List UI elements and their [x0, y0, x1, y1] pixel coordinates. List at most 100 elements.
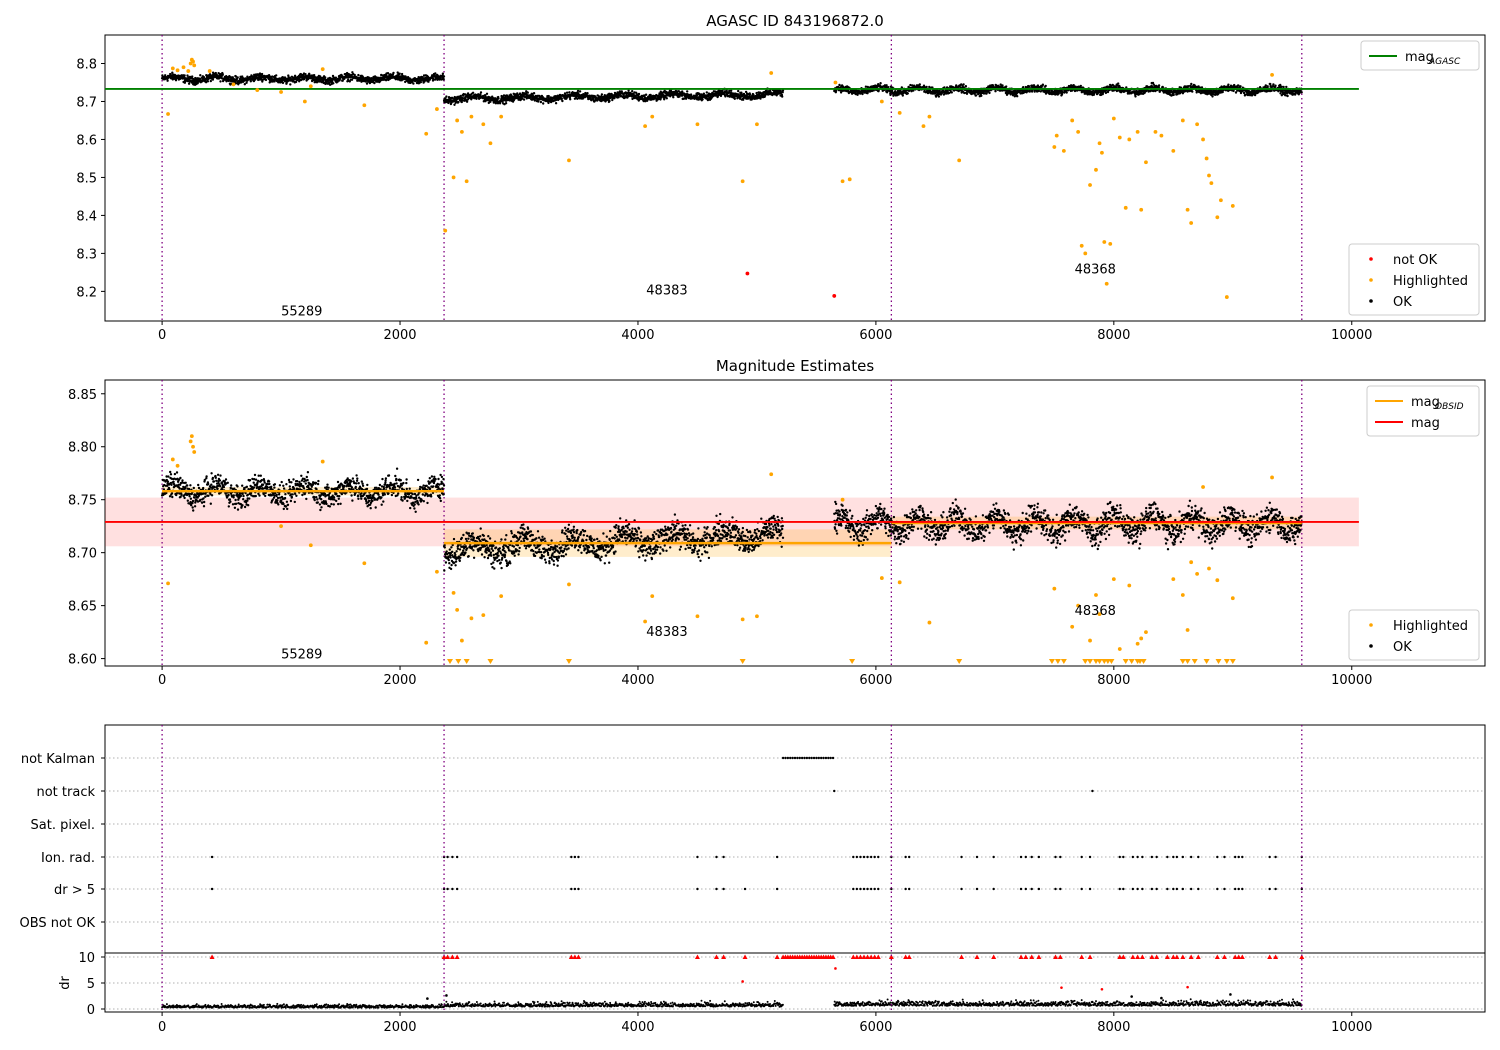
highlighted-point — [166, 581, 170, 586]
highlighted-point — [1135, 129, 1140, 134]
dr-clipped-marker — [903, 954, 909, 959]
highlighted-point — [499, 594, 504, 598]
highlighted-point — [1270, 72, 1274, 77]
highlighted-point — [1117, 135, 1122, 140]
x-tick-label: 6000 — [859, 673, 892, 688]
dr-clipped-marker — [1036, 954, 1042, 959]
highlighted-point — [362, 561, 367, 566]
flag-point — [1223, 887, 1226, 891]
dr-point — [1060, 986, 1063, 989]
dr-clipped-marker — [861, 954, 867, 959]
flag-point — [210, 855, 214, 859]
below-range-marker — [487, 659, 494, 664]
x-tick-label: 8000 — [1097, 673, 1130, 688]
flag-point — [960, 887, 963, 891]
x-tick-label: 4000 — [621, 673, 654, 688]
flag-point — [1150, 855, 1154, 859]
obsid-annotation: 55289 — [281, 647, 322, 662]
flag-point — [1233, 887, 1237, 891]
highlighted-point — [643, 619, 648, 624]
y-tick-label: 8.70 — [68, 547, 97, 562]
flag-point — [455, 887, 459, 891]
flag-point — [1136, 887, 1139, 891]
highlighted-point — [459, 129, 464, 134]
flag-category-label: dr > 5 — [54, 883, 95, 898]
dr-clipped-marker — [1174, 954, 1180, 959]
dr-clipped-marker — [830, 954, 836, 959]
highlighted-point — [695, 122, 700, 127]
highlighted-point — [435, 107, 439, 111]
dr-clipped-marker — [1154, 954, 1160, 959]
dr-clipped-marker — [854, 954, 860, 959]
flag-point — [1155, 887, 1158, 891]
flag-point — [904, 887, 907, 891]
dr-clipped-marker — [1188, 954, 1194, 959]
ok-points — [160, 467, 1303, 572]
legend-dot-swatch — [1369, 623, 1373, 627]
dr-tick-label: 5 — [87, 977, 95, 992]
x-tick-label: 10000 — [1331, 673, 1372, 688]
flag-point — [869, 855, 873, 859]
flag-point — [798, 756, 801, 760]
flag-point — [573, 887, 577, 891]
highlighted-point — [207, 69, 212, 73]
dr-clipped-marker — [1057, 954, 1063, 959]
flag-point — [1223, 855, 1226, 859]
dr-point — [1160, 996, 1163, 1000]
flag-point — [873, 855, 876, 859]
y-tick-label: 8.7 — [76, 95, 97, 110]
highlighted-point — [469, 616, 474, 621]
highlighted-point — [1159, 133, 1164, 138]
dr-clipped-marker — [1170, 954, 1176, 959]
highlighted-point — [927, 114, 932, 119]
dr-clipped-marker — [906, 954, 912, 959]
flag-point — [1274, 855, 1277, 859]
highlighted-point — [921, 124, 926, 129]
flag-point — [696, 887, 699, 891]
flag-category-label: OBS not OK — [20, 916, 96, 931]
flag-point — [819, 756, 823, 760]
flag-point — [570, 887, 573, 891]
y-tick-label: 8.2 — [76, 285, 97, 300]
axes-frame — [104, 379, 1486, 667]
flag-point — [1037, 855, 1041, 859]
highlighted-point — [308, 84, 313, 89]
highlighted-point — [166, 112, 170, 116]
flag-point — [866, 855, 869, 859]
x-tick-label: 2000 — [383, 673, 416, 688]
dr-clipped-marker — [441, 954, 447, 959]
flag-point — [815, 756, 818, 760]
flag-point — [1189, 887, 1193, 891]
obsid-annotation: 55289 — [281, 304, 322, 319]
flag-point — [908, 855, 911, 859]
flag-point — [873, 887, 876, 891]
highlighted-point — [362, 103, 367, 108]
highlighted-point — [1111, 116, 1116, 121]
highlighted-point — [279, 90, 283, 94]
highlighted-point — [189, 434, 194, 439]
flag-point — [859, 887, 862, 891]
flag-point — [1172, 855, 1175, 859]
dr-clipped-marker — [1236, 954, 1242, 959]
highlighted-point — [740, 179, 745, 184]
highlighted-point — [175, 463, 180, 468]
flag-point — [1172, 887, 1175, 891]
highlighted-point — [1230, 596, 1235, 601]
flag-point — [833, 789, 836, 793]
flag-point — [824, 756, 828, 760]
highlighted-point — [755, 614, 759, 619]
dr-clipped-marker — [1029, 954, 1035, 959]
highlighted-point — [424, 640, 429, 645]
dr-clipped-marker — [1079, 954, 1085, 959]
highlighted-point — [188, 439, 193, 444]
dr-clipped-marker — [445, 954, 451, 959]
flag-point — [796, 756, 799, 760]
y-tick-label: 8.85 — [68, 388, 97, 403]
below-range-marker — [1191, 659, 1198, 664]
flag-point — [859, 855, 862, 859]
x-tick-label: 6000 — [859, 328, 892, 343]
dr-point — [426, 997, 429, 1000]
dr-ok-points — [161, 998, 1303, 1009]
flag-point — [862, 855, 866, 859]
highlighted-point — [897, 580, 902, 585]
